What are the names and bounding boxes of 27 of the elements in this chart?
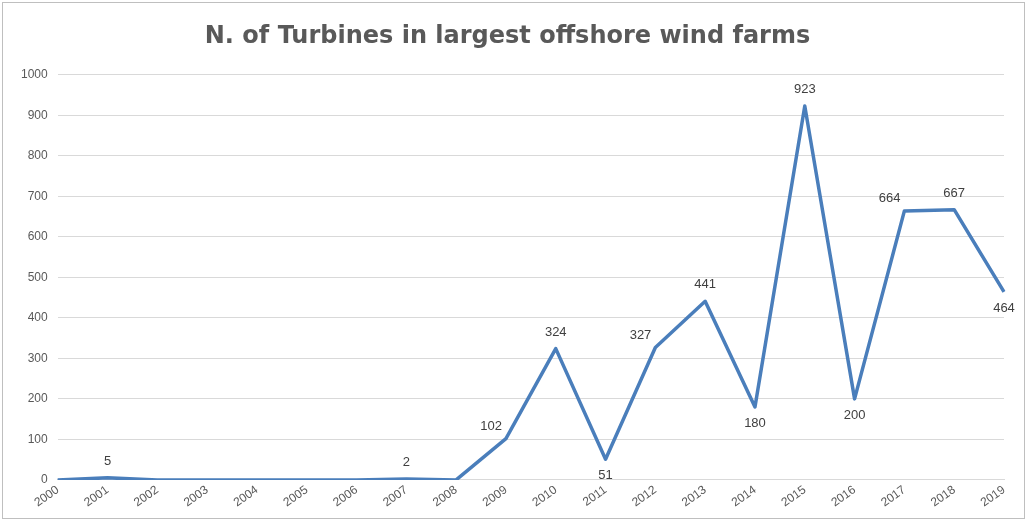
data-label: 5 [103,452,112,468]
y-tick-label: 900 [27,107,49,122]
data-label: 180 [744,415,766,431]
y-tick-label: 800 [27,148,49,163]
data-label: 102 [480,417,502,433]
data-label: 2 [402,454,410,470]
chart-title: N. of Turbines in largest offshore wind farms [204,20,811,49]
x-tick-label: 2001 [81,482,112,510]
data-label: 200 [843,406,866,422]
x-tick-label: 2011 [580,482,610,509]
data-label: 464 [993,300,1015,316]
data-label: 327 [629,326,652,342]
data-label: 51 [598,467,613,483]
y-tick-label: 300 [27,350,49,365]
y-tick-label: 600 [27,229,49,244]
y-tick-label: 700 [27,188,49,203]
y-tick-label: 1000 [20,67,49,82]
data-label: 667 [943,184,966,200]
data-label: 441 [694,276,717,292]
y-tick-label: 400 [27,310,49,325]
data-label: 664 [878,189,901,205]
data-label: 324 [544,323,567,339]
y-tick-label: 200 [27,391,49,406]
data-label: 923 [793,81,816,97]
y-tick-label: 0 [41,472,49,487]
y-tick-label: 100 [27,431,49,446]
y-tick-label: 500 [27,269,49,284]
